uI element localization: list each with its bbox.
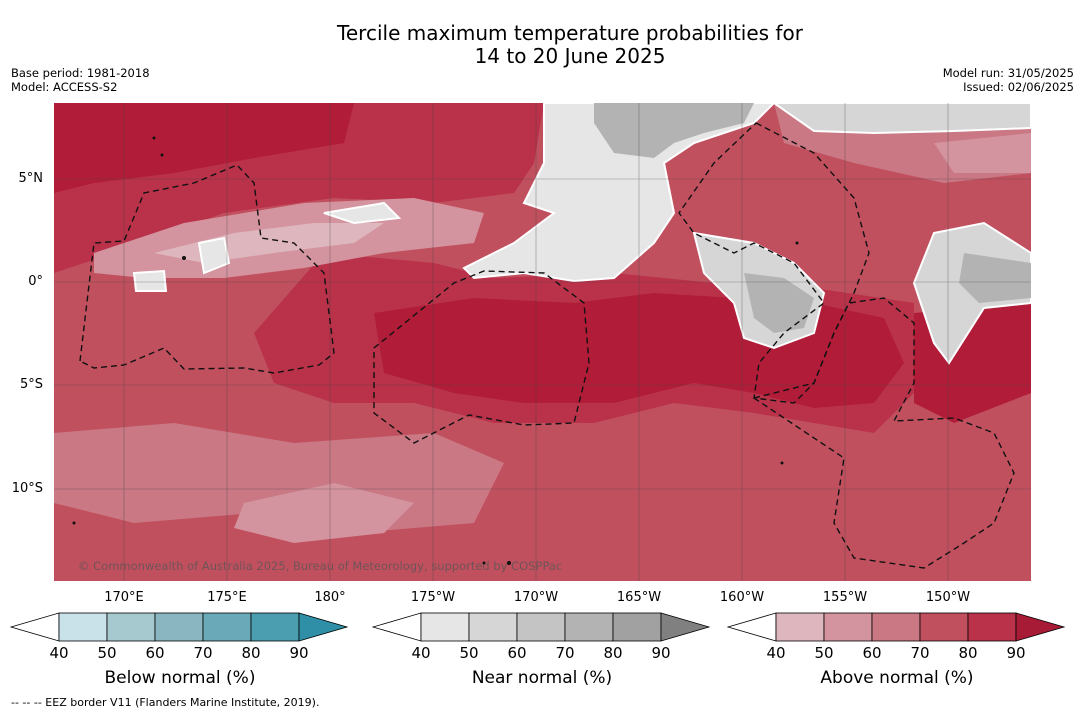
meta-right: Model run: 31/05/2025 Issued: 02/06/2025 <box>943 66 1074 94</box>
colorbar-max-arrow <box>1015 612 1066 642</box>
tick: 80 <box>241 644 261 662</box>
base-period: Base period: 1981-2018 <box>11 66 150 80</box>
colorbar-min-arrow <box>726 612 777 642</box>
lon-label-155w: 155°W <box>822 590 868 605</box>
colorbar-segment <box>202 612 252 642</box>
colorbar-segment <box>967 612 1017 642</box>
lat-label-10s: 10°S <box>11 481 43 496</box>
tick: 60 <box>507 644 527 662</box>
lon-label-170w: 170°W <box>513 590 559 605</box>
colorbar-segment <box>516 612 566 642</box>
model-run: Model run: 31/05/2025 <box>942 66 1074 80</box>
colorbar-segment <box>468 612 518 642</box>
colorbar-below-normal: 40 50 60 70 80 90 Below normal (%) <box>9 612 350 688</box>
tick: 70 <box>555 644 575 662</box>
colorbar-segment <box>106 612 156 642</box>
tick: 50 <box>814 644 834 662</box>
colorbar-segment <box>823 612 873 642</box>
near-normal-patch-2 <box>197 236 231 275</box>
colorbar-near-normal: 40 50 60 70 80 90 Near normal (%) <box>371 612 712 688</box>
near-normal-patch-3 <box>132 269 168 292</box>
map-title: Tercile maximum temperature probabilitie… <box>0 22 1085 68</box>
eez-footer-note: -- -- -- EEZ border V11 (Flanders Marine… <box>11 696 320 709</box>
colorbar-segment <box>564 612 614 642</box>
tick: 70 <box>910 644 930 662</box>
model-name: Model: ACCESS-S2 <box>11 80 118 94</box>
islands <box>72 136 799 565</box>
near-normal-east-high <box>959 253 1031 303</box>
colorbar-above-swatch <box>726 612 1066 642</box>
colorbar-segment <box>58 612 108 642</box>
band-ne-lighter <box>934 133 1031 173</box>
colorbar-min-arrow <box>371 612 422 642</box>
colorbar-segment <box>250 612 300 642</box>
colorbar-near-label: Near normal (%) <box>471 668 613 688</box>
tick: 90 <box>651 644 671 662</box>
colorbar-segment <box>612 612 662 642</box>
near-normal-north-high <box>594 103 754 158</box>
eez-borders <box>79 122 1015 569</box>
graticule <box>54 103 1031 581</box>
tick: 40 <box>411 644 431 662</box>
colorbar-segment <box>420 612 470 642</box>
colorbar-below-swatch <box>9 612 349 642</box>
band-north-veryhigh <box>54 103 354 193</box>
title-line-2: 14 to 20 June 2025 <box>474 44 666 68</box>
tick: 80 <box>603 644 623 662</box>
near-normal-north <box>462 103 776 283</box>
colorbar-near-swatch <box>371 612 711 642</box>
near-normal-patch-1 <box>323 201 402 225</box>
near-normal-top-right <box>772 103 1031 135</box>
colorbar-below-label: Below normal (%) <box>104 668 256 688</box>
meta-left: Base period: 1981-2018 Model: ACCESS-S2 <box>11 66 150 94</box>
tick: 90 <box>289 644 309 662</box>
tick: 50 <box>459 644 479 662</box>
colorbar-min-arrow <box>9 612 60 642</box>
colorbar-max-arrow <box>298 612 349 642</box>
lon-label-170e: 170°E <box>104 590 144 605</box>
copyright-notice: © Commonwealth of Australia 2025, Bureau… <box>78 559 563 573</box>
colorbar-segment <box>919 612 969 642</box>
tick: 70 <box>193 644 213 662</box>
lon-label-175e: 175°E <box>207 590 247 605</box>
probability-map <box>54 103 1031 581</box>
lon-label-160w: 160°W <box>719 590 765 605</box>
lon-label-180: 180° <box>314 590 346 605</box>
lon-label-150w: 150°W <box>925 590 971 605</box>
tick: 90 <box>1006 644 1026 662</box>
lat-label-5n: 5°N <box>18 171 44 186</box>
tick: 50 <box>97 644 117 662</box>
band-south-lighter <box>234 483 414 543</box>
colorbar-max-arrow <box>660 612 711 642</box>
colorbar-segment <box>871 612 921 642</box>
title-line-1: Tercile maximum temperature probabilitie… <box>337 21 803 45</box>
lat-label-0: 0° <box>28 274 43 289</box>
colorbar-above-normal: 40 50 60 70 80 90 Above normal (%) <box>726 612 1067 688</box>
tick: 40 <box>766 644 786 662</box>
issued-date: Issued: 02/06/2025 <box>963 80 1074 94</box>
tick: 60 <box>862 644 882 662</box>
lon-label-165w: 165°W <box>616 590 662 605</box>
lat-label-5s: 5°S <box>19 377 43 392</box>
lon-label-175w: 175°W <box>410 590 456 605</box>
tick: 80 <box>958 644 978 662</box>
colorbar-above-label: Above normal (%) <box>820 668 974 688</box>
near-normal-center-high <box>744 273 814 333</box>
colorbar-segment <box>775 612 825 642</box>
tick: 60 <box>145 644 165 662</box>
colorbar-segment <box>154 612 204 642</box>
tick: 40 <box>49 644 69 662</box>
